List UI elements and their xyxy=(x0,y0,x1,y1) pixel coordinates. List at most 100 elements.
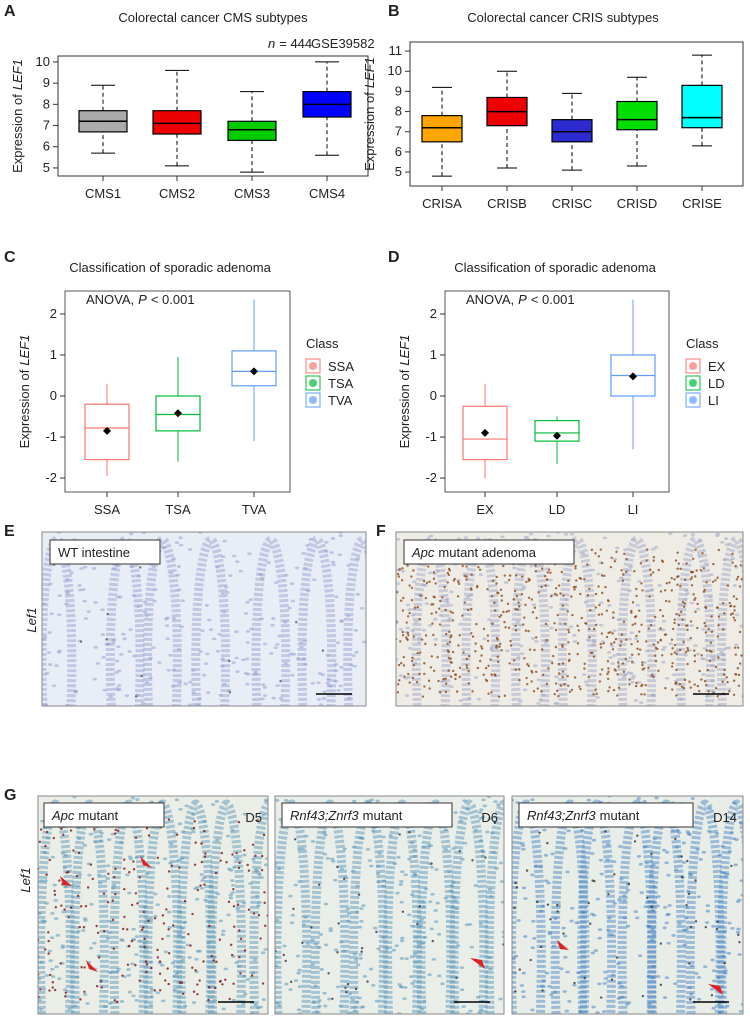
nucleus xyxy=(458,622,463,626)
nucleus xyxy=(512,798,515,802)
nucleus xyxy=(398,883,403,886)
stain-dot xyxy=(427,679,431,682)
stain-dot xyxy=(212,959,215,962)
nucleus xyxy=(177,933,182,937)
stain-dot xyxy=(512,659,516,662)
nucleus xyxy=(595,897,600,901)
nucleus xyxy=(65,592,70,596)
nucleus xyxy=(61,910,66,914)
annotation: ANOVA, P < 0.001 xyxy=(86,292,195,307)
nucleus xyxy=(299,645,304,649)
nucleus xyxy=(352,664,357,668)
frame xyxy=(274,795,505,1015)
stain-dot xyxy=(82,926,86,929)
stain-dot xyxy=(396,572,400,576)
stain-dot xyxy=(613,668,616,671)
nucleus xyxy=(358,956,363,960)
nucleus xyxy=(256,904,261,908)
stain-dot xyxy=(448,630,451,634)
stain-dot xyxy=(556,903,559,907)
nucleus xyxy=(627,637,632,641)
nucleus xyxy=(204,603,210,607)
stain-dot xyxy=(670,638,674,641)
nucleus xyxy=(235,907,240,911)
nucleus xyxy=(335,985,341,989)
nucleus xyxy=(666,941,671,945)
nucleus xyxy=(241,974,247,978)
stain-dot xyxy=(538,831,541,834)
nucleus xyxy=(76,929,81,933)
nucleus xyxy=(427,623,433,627)
stain-dot xyxy=(726,584,730,587)
nucleus xyxy=(46,651,52,654)
stain-dot xyxy=(495,646,498,649)
stain-dot xyxy=(251,843,255,847)
nucleus xyxy=(276,867,282,871)
nucleus xyxy=(112,638,117,642)
nucleus xyxy=(430,892,435,896)
nucleus xyxy=(722,558,727,562)
nucleus xyxy=(673,868,679,872)
nucleus xyxy=(358,836,363,840)
nucleus xyxy=(375,799,380,803)
stain-dot xyxy=(53,988,57,992)
nucleus xyxy=(310,963,315,967)
nucleus xyxy=(365,848,371,851)
box xyxy=(231,350,277,387)
nucleus xyxy=(174,972,179,975)
nucleus xyxy=(433,617,438,621)
nucleus xyxy=(530,798,535,802)
nucleus xyxy=(705,904,711,908)
stain-dot xyxy=(729,613,733,616)
nucleus xyxy=(117,688,122,691)
nucleus xyxy=(320,673,326,677)
stain-dot xyxy=(637,653,640,656)
nucleus xyxy=(697,553,702,557)
nucleus xyxy=(381,935,386,939)
stain-dot xyxy=(685,562,688,565)
stain-dot xyxy=(446,571,450,575)
nucleus xyxy=(110,970,116,974)
nucleus xyxy=(531,919,536,923)
nucleus xyxy=(275,964,279,968)
stain-dot xyxy=(674,559,678,562)
stain-dot xyxy=(691,557,695,560)
stain-dot xyxy=(458,675,461,679)
nucleus xyxy=(612,901,618,905)
nucleus xyxy=(353,958,359,961)
stain-dot xyxy=(610,978,614,981)
stain-dot xyxy=(702,567,706,570)
stain-dot xyxy=(93,828,96,831)
nucleus xyxy=(687,833,692,837)
nucleus xyxy=(100,608,105,612)
stain-dot xyxy=(236,903,240,906)
stain-dot xyxy=(175,833,179,836)
legend-title: Class xyxy=(306,336,339,351)
nucleus xyxy=(50,912,55,915)
stain-dot xyxy=(203,855,207,858)
nucleus xyxy=(428,534,434,538)
nucleus xyxy=(403,986,408,989)
nucleus xyxy=(543,641,549,644)
nucleus xyxy=(577,1009,583,1013)
nucleus xyxy=(580,911,586,915)
stain-dot xyxy=(123,867,126,870)
nucleus xyxy=(235,670,240,674)
nucleus xyxy=(182,920,188,924)
box xyxy=(84,403,130,461)
mean-marker xyxy=(250,367,258,376)
nucleus xyxy=(92,840,98,843)
nucleus xyxy=(163,950,168,954)
nucleus xyxy=(384,947,390,950)
stain-dot xyxy=(156,956,160,959)
image-label: WT intestine xyxy=(58,545,130,560)
nucleus xyxy=(347,912,352,915)
stain-dot xyxy=(536,900,539,904)
stain-dot xyxy=(635,587,638,591)
nucleus xyxy=(208,628,214,632)
nucleus xyxy=(69,571,74,575)
nucleus xyxy=(231,998,237,1002)
stain-dot xyxy=(475,622,478,626)
stain-dot xyxy=(561,604,564,607)
nucleus xyxy=(615,546,620,550)
